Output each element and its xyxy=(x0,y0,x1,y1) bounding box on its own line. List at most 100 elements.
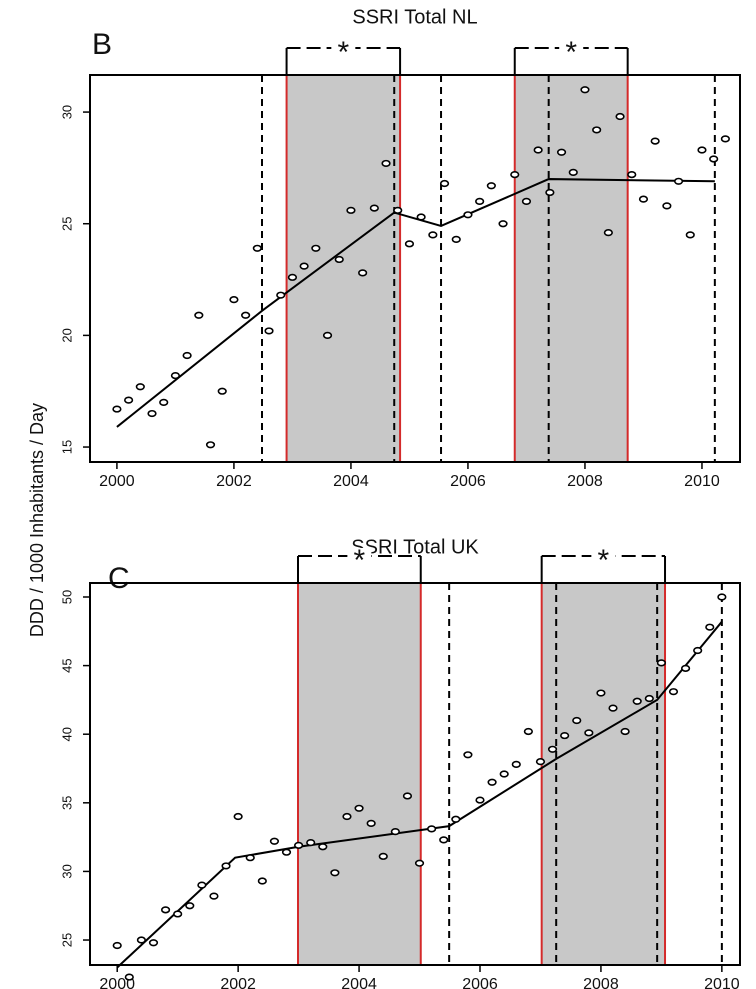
data-point xyxy=(680,664,691,672)
panel-letter: C xyxy=(108,562,130,595)
data-point xyxy=(556,148,567,156)
star-gap xyxy=(559,40,584,56)
data-point xyxy=(592,126,602,134)
data-point xyxy=(217,387,227,395)
data-point xyxy=(439,179,450,188)
data-point xyxy=(245,854,255,862)
y-tick-label: 30 xyxy=(59,864,74,878)
data-point xyxy=(221,862,231,870)
x-tick-label: 2002 xyxy=(220,976,256,989)
y-tick-label: 40 xyxy=(59,727,74,741)
data-point xyxy=(584,729,594,737)
y-tick-label: 45 xyxy=(59,658,74,672)
data-point xyxy=(159,398,169,406)
data-point xyxy=(269,837,280,845)
data-point xyxy=(499,770,509,778)
data-point xyxy=(205,441,216,449)
data-point xyxy=(498,220,508,228)
data-point xyxy=(112,941,122,950)
data-point xyxy=(346,206,356,214)
x-tick-label: 2008 xyxy=(567,473,603,490)
data-point xyxy=(294,841,304,849)
data-point xyxy=(547,745,558,753)
significance-star: * xyxy=(598,544,610,577)
data-point xyxy=(439,836,449,844)
data-point xyxy=(475,197,485,205)
data-point xyxy=(427,825,437,833)
y-tick-label: 50 xyxy=(59,590,74,604)
data-point xyxy=(366,819,376,827)
data-point xyxy=(148,939,159,947)
data-point xyxy=(393,206,403,214)
data-point xyxy=(135,383,145,391)
data-point xyxy=(560,731,570,740)
data-point xyxy=(717,593,727,601)
data-point xyxy=(311,244,321,252)
data-point xyxy=(487,778,497,786)
data-point xyxy=(299,262,309,270)
data-point xyxy=(381,159,391,168)
data-point xyxy=(535,758,546,766)
data-point xyxy=(414,859,425,867)
data-point xyxy=(720,135,730,143)
x-tick-label: 2000 xyxy=(99,473,135,490)
data-point xyxy=(342,812,352,821)
x-tick-label: 2006 xyxy=(450,473,486,490)
data-point xyxy=(252,244,262,252)
data-point xyxy=(596,689,606,697)
data-point xyxy=(673,177,684,185)
data-point xyxy=(404,240,415,248)
data-point xyxy=(241,311,251,319)
plot-frame xyxy=(89,74,741,463)
y-tick-label: 25 xyxy=(59,216,74,230)
data-point xyxy=(451,815,461,823)
chart-title: SSRI Total NL xyxy=(352,6,477,28)
y-axis-label: DDD / 1000 Inhabitants / Day xyxy=(27,403,47,637)
x-tick-label: 2006 xyxy=(462,976,498,989)
data-point xyxy=(281,848,292,856)
data-point xyxy=(523,727,533,736)
data-point xyxy=(194,311,204,319)
data-point xyxy=(264,327,274,335)
significance-star: * xyxy=(354,544,366,577)
data-point xyxy=(124,396,134,404)
star-gap xyxy=(347,548,372,564)
y-tick-label: 35 xyxy=(59,796,74,810)
data-point xyxy=(402,792,413,800)
data-point xyxy=(627,170,637,179)
data-point xyxy=(330,869,340,877)
trend-line xyxy=(116,621,723,969)
data-point xyxy=(510,170,520,179)
star-gap xyxy=(591,548,616,564)
data-point xyxy=(136,936,146,944)
data-point xyxy=(668,688,679,696)
data-point xyxy=(697,146,707,154)
y-tick-label: 15 xyxy=(59,440,74,454)
panel-letter: B xyxy=(92,28,112,61)
data-point xyxy=(463,211,473,219)
x-tick-label: 2008 xyxy=(583,976,619,989)
data-point xyxy=(112,405,122,413)
chart-title: SSRI Total UK xyxy=(351,536,479,558)
significance-star: * xyxy=(565,36,577,69)
data-point xyxy=(580,86,590,94)
data-point xyxy=(705,623,715,631)
x-tick-label: 2004 xyxy=(333,473,369,490)
data-point xyxy=(287,273,298,281)
data-point xyxy=(428,231,438,239)
data-point xyxy=(463,751,473,759)
data-point xyxy=(124,973,134,981)
data-point xyxy=(521,197,532,205)
data-point xyxy=(182,351,192,360)
data-point xyxy=(603,229,613,237)
data-point xyxy=(451,235,461,243)
shaded-region xyxy=(514,75,628,462)
data-point xyxy=(486,182,496,190)
data-point xyxy=(709,155,719,163)
data-point xyxy=(334,255,344,264)
data-point xyxy=(545,188,555,197)
data-point xyxy=(608,704,618,712)
data-point xyxy=(572,716,582,725)
